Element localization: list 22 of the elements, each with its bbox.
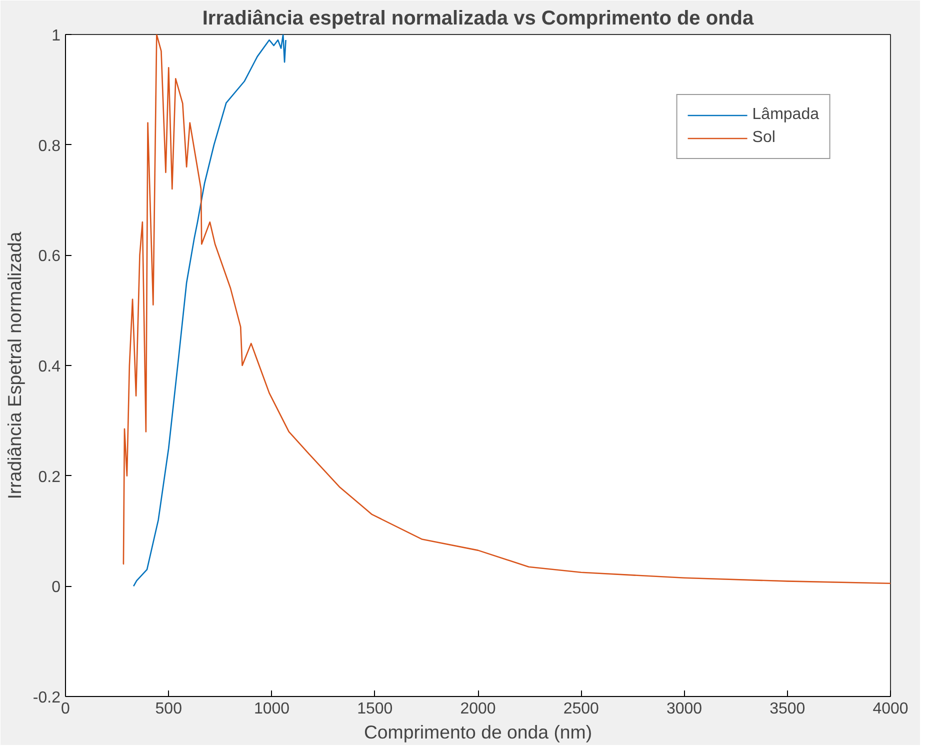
legend-label: Sol	[752, 129, 776, 147]
x-axis-title: Comprimento de onda (nm)	[364, 722, 592, 742]
y-tick-label: 0.6	[38, 248, 61, 266]
line-series	[122, 34, 890, 584]
y-axis-title: Irradiância Espetral normalizada	[4, 231, 25, 500]
x-tick-label: 500	[155, 700, 182, 718]
x-tick-label: 3000	[666, 700, 702, 718]
x-tick-label: 1000	[254, 700, 290, 718]
x-tick-label: 2000	[460, 700, 496, 718]
y-tick-label: -0.2	[32, 690, 61, 706]
y-tick-label: 0	[52, 579, 61, 596]
y-tick-label: 0.8	[38, 138, 61, 155]
y-tick-label: 0.2	[38, 468, 61, 486]
y-tick-label: 0.4	[38, 358, 61, 376]
x-tick-label: 4000	[872, 700, 908, 718]
x-tick-label: 3500	[770, 700, 806, 718]
x-tick-label: 1500	[357, 700, 393, 718]
y-tick-label: 1	[52, 28, 61, 44]
x-tick-label: 2500	[563, 700, 600, 718]
chart-title: Irradiância espetral normalizada vs Comprimento de onda	[202, 8, 755, 30]
line-series	[132, 34, 286, 587]
legend-label: Lâmpada	[752, 106, 819, 124]
